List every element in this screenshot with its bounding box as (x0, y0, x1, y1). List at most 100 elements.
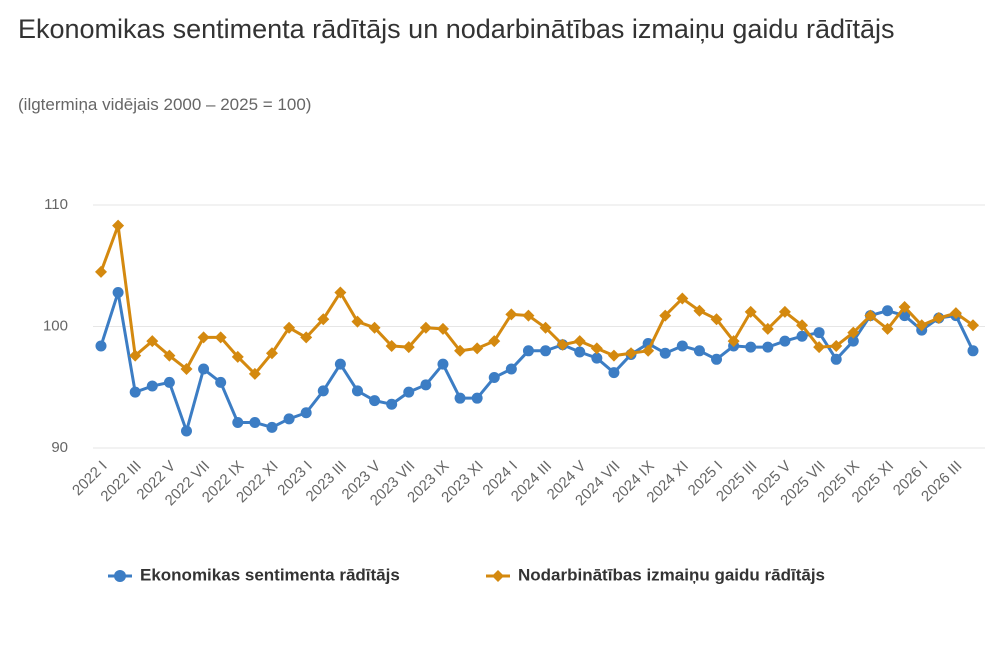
point (505, 363, 517, 375)
point (95, 265, 107, 278)
point (710, 313, 723, 326)
point (761, 322, 774, 335)
point (642, 344, 655, 357)
point (711, 353, 723, 365)
point (95, 340, 107, 352)
point (454, 344, 467, 357)
point (762, 341, 774, 353)
point (676, 340, 688, 352)
point (436, 322, 449, 335)
point (112, 219, 125, 232)
point (949, 307, 962, 320)
chart-title: Ekonomikas sentimenta rādītājs un nodarb… (18, 14, 895, 44)
point (471, 342, 484, 355)
point (967, 345, 979, 357)
point (146, 380, 158, 392)
point (454, 392, 466, 404)
point (693, 304, 706, 317)
point (180, 425, 192, 437)
point (231, 350, 244, 363)
legend-marker (492, 570, 504, 582)
point (163, 376, 175, 388)
point (403, 386, 415, 398)
point (847, 326, 860, 339)
point (129, 386, 141, 398)
point (813, 341, 826, 354)
point (334, 358, 346, 370)
point (676, 292, 689, 305)
point (967, 319, 979, 332)
point (385, 339, 398, 352)
point (591, 352, 603, 364)
point (573, 335, 586, 348)
point (727, 335, 740, 348)
point (215, 376, 227, 388)
point (112, 286, 124, 298)
point (317, 385, 329, 397)
point (915, 319, 928, 332)
series-line (99, 225, 974, 377)
point (351, 315, 364, 328)
point (796, 319, 809, 332)
point (574, 346, 586, 358)
point (881, 322, 894, 335)
series-line (99, 292, 975, 437)
point (283, 413, 295, 425)
point (265, 347, 278, 360)
point (590, 342, 603, 355)
point (608, 367, 620, 379)
point (266, 421, 278, 433)
point (932, 311, 945, 324)
point (830, 339, 843, 352)
y-tick-label: 100 (43, 317, 68, 334)
point (659, 347, 671, 359)
chart-subtitle: (ilgtermiņa vidējais 2000 – 2025 = 100) (18, 95, 312, 114)
point (249, 416, 261, 428)
point (813, 327, 825, 339)
point (146, 335, 159, 348)
point (317, 313, 330, 326)
point (198, 363, 210, 375)
point (386, 398, 398, 410)
point (180, 363, 193, 376)
point (779, 335, 791, 347)
point (693, 345, 705, 357)
point (882, 305, 894, 317)
point (471, 392, 483, 404)
y-tick-label: 110 (44, 196, 68, 213)
point (847, 335, 859, 347)
point (420, 379, 432, 391)
point (745, 341, 757, 353)
point (744, 305, 757, 318)
point (556, 338, 569, 351)
point (522, 345, 534, 357)
point (796, 330, 808, 342)
point (625, 347, 638, 360)
point (300, 331, 313, 344)
point (232, 416, 244, 428)
point (368, 321, 381, 334)
point (402, 341, 415, 354)
point (864, 309, 877, 322)
point (488, 372, 500, 384)
point (334, 286, 347, 299)
point (129, 349, 142, 362)
legend-label: Ekonomikas sentimenta rādītājs (140, 565, 400, 584)
point (540, 345, 552, 357)
point (437, 358, 449, 370)
point (898, 301, 911, 314)
point (214, 331, 227, 344)
point (539, 321, 552, 334)
point (283, 321, 296, 334)
point (248, 367, 261, 380)
point (197, 331, 210, 344)
legend-marker (114, 570, 126, 582)
legend-label: Nodarbinātības izmaiņu gaidu rādītājs (518, 565, 825, 584)
point (522, 309, 535, 322)
point (351, 385, 363, 397)
point (830, 353, 842, 365)
point (488, 335, 501, 348)
point (163, 349, 176, 362)
